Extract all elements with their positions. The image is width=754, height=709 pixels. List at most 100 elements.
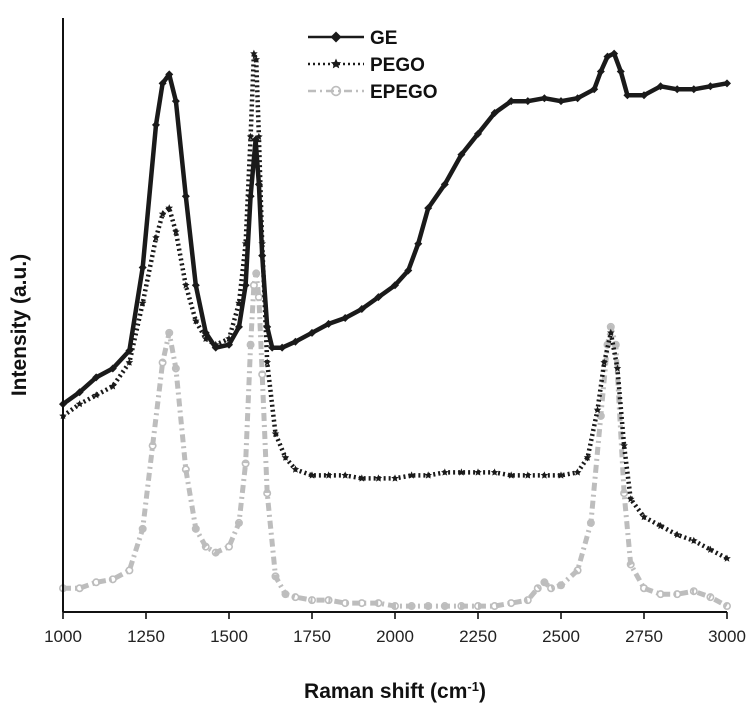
series-point [722, 602, 731, 611]
series-point [586, 518, 595, 527]
series-point [391, 474, 399, 482]
series-point [191, 524, 200, 533]
series-point [626, 495, 635, 503]
series-point [75, 584, 84, 593]
x-tick-label: 1250 [127, 627, 165, 646]
series-point [171, 364, 180, 373]
series-point [158, 358, 167, 367]
series-point [540, 471, 549, 479]
series-point [241, 281, 250, 290]
series-point [673, 590, 682, 599]
series-point [138, 524, 147, 533]
series-point [225, 340, 233, 349]
series-point [330, 31, 342, 43]
series-point [341, 313, 350, 322]
series-point [414, 239, 423, 248]
series-point [557, 97, 565, 106]
series-point [211, 343, 220, 352]
series-point [358, 474, 366, 482]
series-point [158, 210, 167, 218]
series-point [281, 590, 290, 599]
series-point [407, 602, 416, 611]
legend-item-ge: GE [308, 28, 397, 49]
x-tick-label: 1000 [44, 627, 82, 646]
series-point [533, 584, 542, 593]
series-point [690, 536, 698, 544]
series-point [125, 346, 134, 355]
series-point [474, 129, 482, 138]
series-point [291, 465, 300, 473]
series-point [281, 453, 290, 461]
series-point [441, 468, 449, 476]
series-point [596, 67, 605, 76]
series-line [63, 270, 729, 609]
series-point [211, 548, 220, 557]
y-axis-title: Intensity (a.u.) [8, 254, 31, 396]
series-point [616, 67, 625, 76]
series-point [201, 328, 210, 337]
series-point [507, 599, 516, 608]
series-point [603, 52, 612, 61]
series-point [330, 85, 342, 97]
series-point [108, 364, 117, 373]
series-point [251, 135, 260, 144]
legend-label: PEGO [370, 55, 425, 76]
x-ticks: 1000 1250 1500 1750 2000 2250 2500 2750 3000 [44, 612, 746, 646]
series-point [108, 575, 117, 584]
series-point [507, 471, 515, 479]
series-layer [58, 49, 731, 611]
series-point [440, 180, 449, 189]
series-point [324, 471, 333, 479]
series-epego [58, 269, 731, 611]
series-point [191, 281, 200, 290]
series-point [202, 334, 210, 342]
series-point [278, 343, 287, 352]
x-axis-title: Raman shift (cm-1) [304, 679, 486, 704]
x-axis-title-main: Raman shift (cm [304, 680, 467, 703]
series-point [341, 471, 349, 479]
series-point [706, 545, 715, 553]
series-point [225, 542, 234, 551]
series-point [291, 593, 300, 602]
series-point [613, 364, 622, 372]
series-point [374, 599, 383, 608]
series-point [610, 49, 619, 58]
series-point [424, 204, 433, 213]
series-line [61, 51, 729, 561]
series-point [457, 468, 466, 476]
series-point [234, 322, 243, 331]
series-point [474, 468, 482, 476]
series-point [152, 233, 160, 241]
series-point [689, 85, 698, 94]
series-point [457, 150, 466, 159]
series-point [252, 269, 261, 278]
x-tick-label: 2250 [459, 627, 497, 646]
series-point [640, 513, 648, 521]
series-point [723, 554, 731, 562]
series-point [556, 581, 565, 590]
series-point [254, 293, 263, 302]
series-point [148, 441, 157, 450]
x-tick-label: 1750 [293, 627, 331, 646]
series-point [308, 328, 316, 337]
series-point [250, 49, 258, 57]
series-point [246, 340, 255, 349]
series-point [271, 572, 280, 581]
axes: 1000 1250 1500 1750 2000 2250 2500 2750 3000 [44, 18, 746, 646]
series-point [457, 602, 466, 611]
series-point [249, 281, 258, 290]
series-point [165, 70, 174, 79]
series-point [640, 91, 648, 100]
series-point [547, 584, 556, 593]
series-point [407, 471, 416, 479]
series-point [151, 120, 160, 129]
series-point [307, 596, 316, 605]
x-tick-label: 2000 [376, 627, 414, 646]
series-point [507, 97, 516, 106]
series-point [75, 388, 84, 397]
series-point [723, 79, 731, 88]
series-point [573, 468, 582, 476]
series-point [181, 192, 190, 201]
series-point [234, 518, 243, 527]
legend-item-epego: EPEGO [308, 82, 438, 103]
